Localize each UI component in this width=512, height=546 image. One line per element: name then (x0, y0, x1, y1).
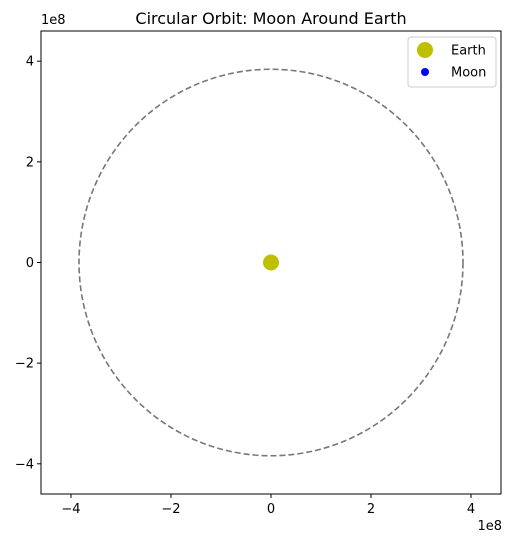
x-axis: −4 −2 0 2 4 (61, 494, 475, 517)
legend-marker-moon (421, 68, 429, 76)
legend: Earth Moon (407, 36, 497, 88)
y-axis: −4 −2 0 2 4 (15, 55, 41, 472)
point-earth (263, 254, 279, 271)
orbit-path (78, 68, 464, 457)
y-tick-label: 0 (26, 256, 34, 271)
x-tick-label: 2 (367, 502, 375, 517)
marks-layer (263, 254, 279, 271)
y-tick-label: 4 (26, 55, 34, 70)
orbit-layer (78, 68, 464, 457)
y-tick-label: −2 (15, 357, 34, 372)
legend-entries: Earth Moon (417, 42, 486, 81)
legend-marker-earth (417, 42, 433, 58)
x-tick-label: 0 (267, 502, 275, 517)
x-offset-label: 1e8 (477, 519, 502, 534)
x-tick-label: 4 (467, 502, 475, 517)
y-tick-label: −4 (15, 457, 34, 472)
x-tick-label: −2 (161, 502, 180, 517)
chart-title: Circular Orbit: Moon Around Earth (135, 9, 406, 28)
y-tick-label: 2 (26, 155, 34, 170)
x-tick-label: −4 (61, 502, 80, 517)
y-offset-label: 1e8 (41, 13, 66, 28)
plot-area (40, 30, 502, 495)
legend-label-earth: Earth (451, 44, 486, 59)
legend-label-moon: Moon (451, 66, 486, 81)
